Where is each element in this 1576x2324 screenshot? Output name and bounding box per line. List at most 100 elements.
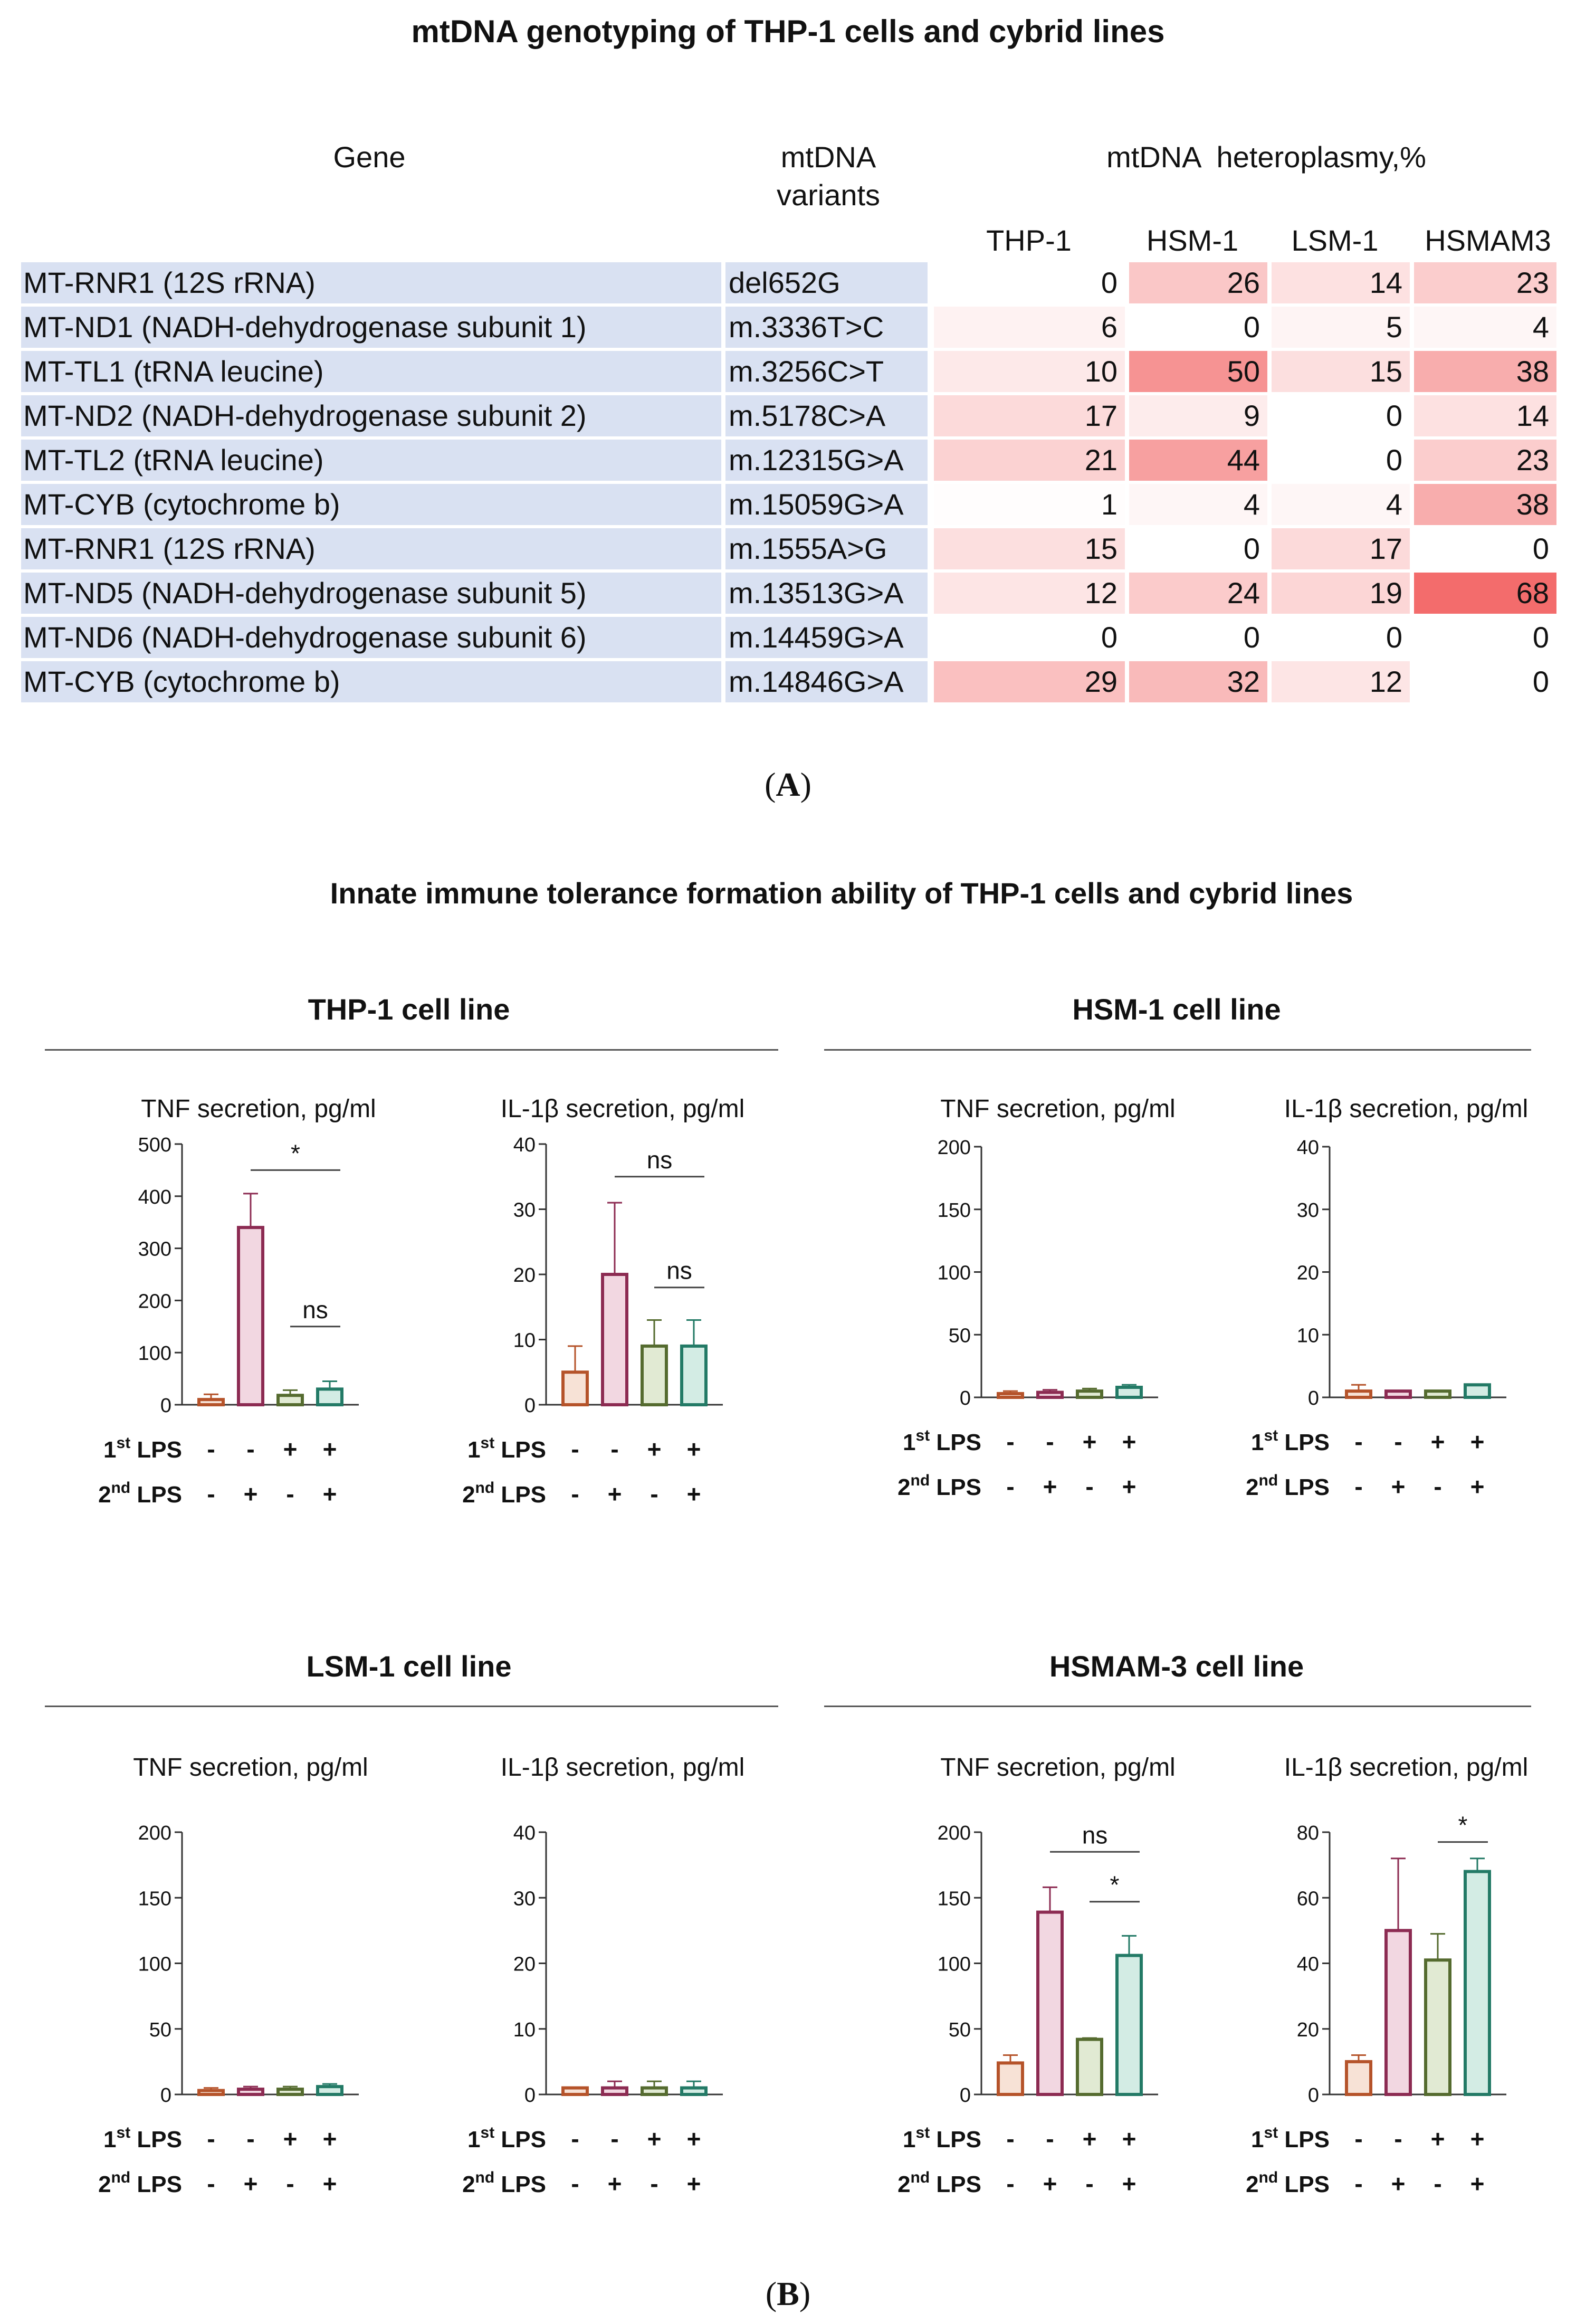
divider-lsm1: [45, 1706, 778, 1707]
heteroplasmy-value-cell: 68: [1414, 573, 1556, 614]
first-lps-label-number: 1: [903, 1430, 915, 1455]
second-lps-sign: +: [1122, 1473, 1136, 1500]
first-lps-sign: +: [1431, 2125, 1445, 2152]
first-lps-sign: -: [1046, 2125, 1054, 2152]
y-tick-label: 20: [513, 1264, 536, 1287]
y-tick-label: 0: [160, 2084, 171, 2107]
first-lps-label-text: LPS: [130, 2127, 182, 2152]
bar: [197, 1398, 225, 1407]
second-lps-label: 2nd LPS: [462, 1479, 546, 1508]
second-lps-sign: +: [323, 2170, 337, 2197]
variant-cell: m.5178C>A: [725, 395, 928, 436]
bar: [601, 1273, 628, 1406]
divider-hsmam3: [824, 1706, 1531, 1707]
second-lps-label: 2nd LPS: [98, 2169, 182, 2197]
heteroplasmy-value-cell: 4: [1272, 484, 1410, 525]
bar: [1076, 2037, 1103, 2096]
first-lps-sign: -: [1354, 1428, 1362, 1455]
bar: [1384, 1389, 1412, 1399]
y-tick-label: 50: [949, 2019, 971, 2041]
bar: [1345, 1389, 1372, 1399]
heteroplasmy-value-cell: 32: [1129, 661, 1267, 702]
figure-a-title: mtDNA genotyping of THP-1 cells and cybr…: [411, 14, 1165, 49]
heteroplasmy-value-cell: 29: [934, 661, 1125, 702]
second-lps-label: 2nd LPS: [1246, 2169, 1330, 2197]
first-lps-label-number: 1: [467, 2127, 480, 2152]
y-tick-label: 150: [138, 1888, 171, 1910]
significance-label: *: [291, 1139, 300, 1167]
y-tick-label: 60: [1297, 1888, 1319, 1910]
y-tick-label: 30: [513, 1199, 536, 1222]
second-lps-label: 2nd LPS: [897, 1472, 981, 1500]
second-lps-label-text: LPS: [494, 1482, 546, 1508]
second-lps-label-number: 2: [1246, 2171, 1258, 2197]
first-lps-label: 1st LPS: [1251, 1427, 1330, 1455]
first-lps-label-number: 1: [1251, 2127, 1264, 2152]
y-tick-label: 20: [513, 1954, 536, 1976]
bar: [680, 2086, 708, 2096]
chart-title: TNF secretion, pg/ml: [940, 1754, 1175, 1782]
gene-cell: MT-CYB (cytochrome b): [21, 661, 721, 702]
chart-title: TNF secretion, pg/ml: [141, 1095, 376, 1123]
first-lps-sign: +: [687, 2125, 701, 2152]
heteroplasmy-value-cell: 9: [1129, 395, 1267, 436]
heteroplasmy-value-cell: 38: [1414, 351, 1556, 392]
heteroplasmy-value-cell: 14: [1414, 395, 1556, 436]
heteroplasmy-value-cell: 4: [1414, 307, 1556, 348]
second-lps-label-suffix: nd: [911, 2169, 930, 2186]
heteroplasmy-value-cell: 0: [1129, 528, 1267, 569]
heteroplasmy-value-cell: 5: [1272, 307, 1410, 348]
y-tick-label: 30: [513, 1888, 536, 1910]
bar: [601, 2086, 628, 2096]
first-lps-sign: -: [1006, 2125, 1014, 2152]
significance-label: *: [1110, 1871, 1120, 1899]
column-header-lsm1: LSM-1: [1291, 224, 1379, 257]
second-lps-sign: -: [1085, 1473, 1093, 1500]
heteroplasmy-value-cell: 1: [934, 484, 1125, 525]
first-lps-sign: -: [246, 2125, 254, 2152]
heteroplasmy-value-cell: 0: [1414, 617, 1556, 658]
first-lps-sign: +: [687, 1435, 701, 1463]
heteroplasmy-value-cell: 23: [1414, 262, 1556, 303]
bar: [276, 1394, 304, 1407]
second-lps-sign: +: [687, 2170, 701, 2197]
heteroplasmy-value-cell: 0: [1414, 661, 1556, 702]
first-lps-label-suffix: st: [916, 1427, 930, 1444]
heteroplasmy-value-cell: 38: [1414, 484, 1556, 525]
chart-title: TNF secretion, pg/ml: [940, 1095, 1175, 1123]
first-lps-label-suffix: st: [916, 2124, 930, 2141]
variant-cell: m.14459G>A: [725, 617, 928, 658]
cell-line-title-thp1: THP-1 cell line: [308, 993, 510, 1026]
y-tick-label: 200: [138, 1290, 171, 1312]
first-lps-sign: -: [1354, 2125, 1362, 2152]
significance-label: *: [1458, 1812, 1468, 1839]
first-lps-sign: +: [1083, 1428, 1097, 1455]
cell-line-title-hsm1: HSM-1 cell line: [1072, 993, 1281, 1026]
heteroplasmy-value-cell: 17: [934, 395, 1125, 436]
y-tick-label: 400: [138, 1186, 171, 1208]
second-lps-label-number: 2: [98, 1482, 111, 1508]
gene-cell: MT-TL2 (tRNA leucine): [21, 440, 721, 481]
first-lps-sign: -: [1006, 1428, 1014, 1455]
heteroplasmy-value-cell: 26: [1129, 262, 1267, 303]
bar: [1115, 1386, 1143, 1399]
first-lps-sign: +: [647, 1435, 662, 1463]
y-tick-label: 40: [1297, 1954, 1319, 1976]
second-lps-label-number: 2: [897, 1474, 910, 1500]
bar: [997, 2061, 1024, 2097]
bar: [1464, 1870, 1491, 2097]
first-lps-sign: -: [571, 1435, 579, 1463]
second-lps-label: 2nd LPS: [462, 2169, 546, 2197]
second-lps-sign: +: [1391, 1473, 1406, 1500]
first-lps-sign: +: [1470, 1428, 1485, 1455]
variant-cell: m.15059G>A: [725, 484, 928, 525]
panel-a-letter: A: [776, 766, 800, 803]
first-lps-sign: -: [1394, 1428, 1402, 1455]
first-lps-sign: +: [1470, 2125, 1485, 2152]
second-lps-sign: -: [571, 2170, 579, 2197]
y-tick-label: 150: [938, 1199, 971, 1222]
chart-title: IL-1β secretion, pg/ml: [1284, 1754, 1528, 1782]
bar: [561, 2086, 589, 2096]
bar: [1345, 2060, 1372, 2096]
second-lps-sign: +: [1391, 2170, 1406, 2197]
